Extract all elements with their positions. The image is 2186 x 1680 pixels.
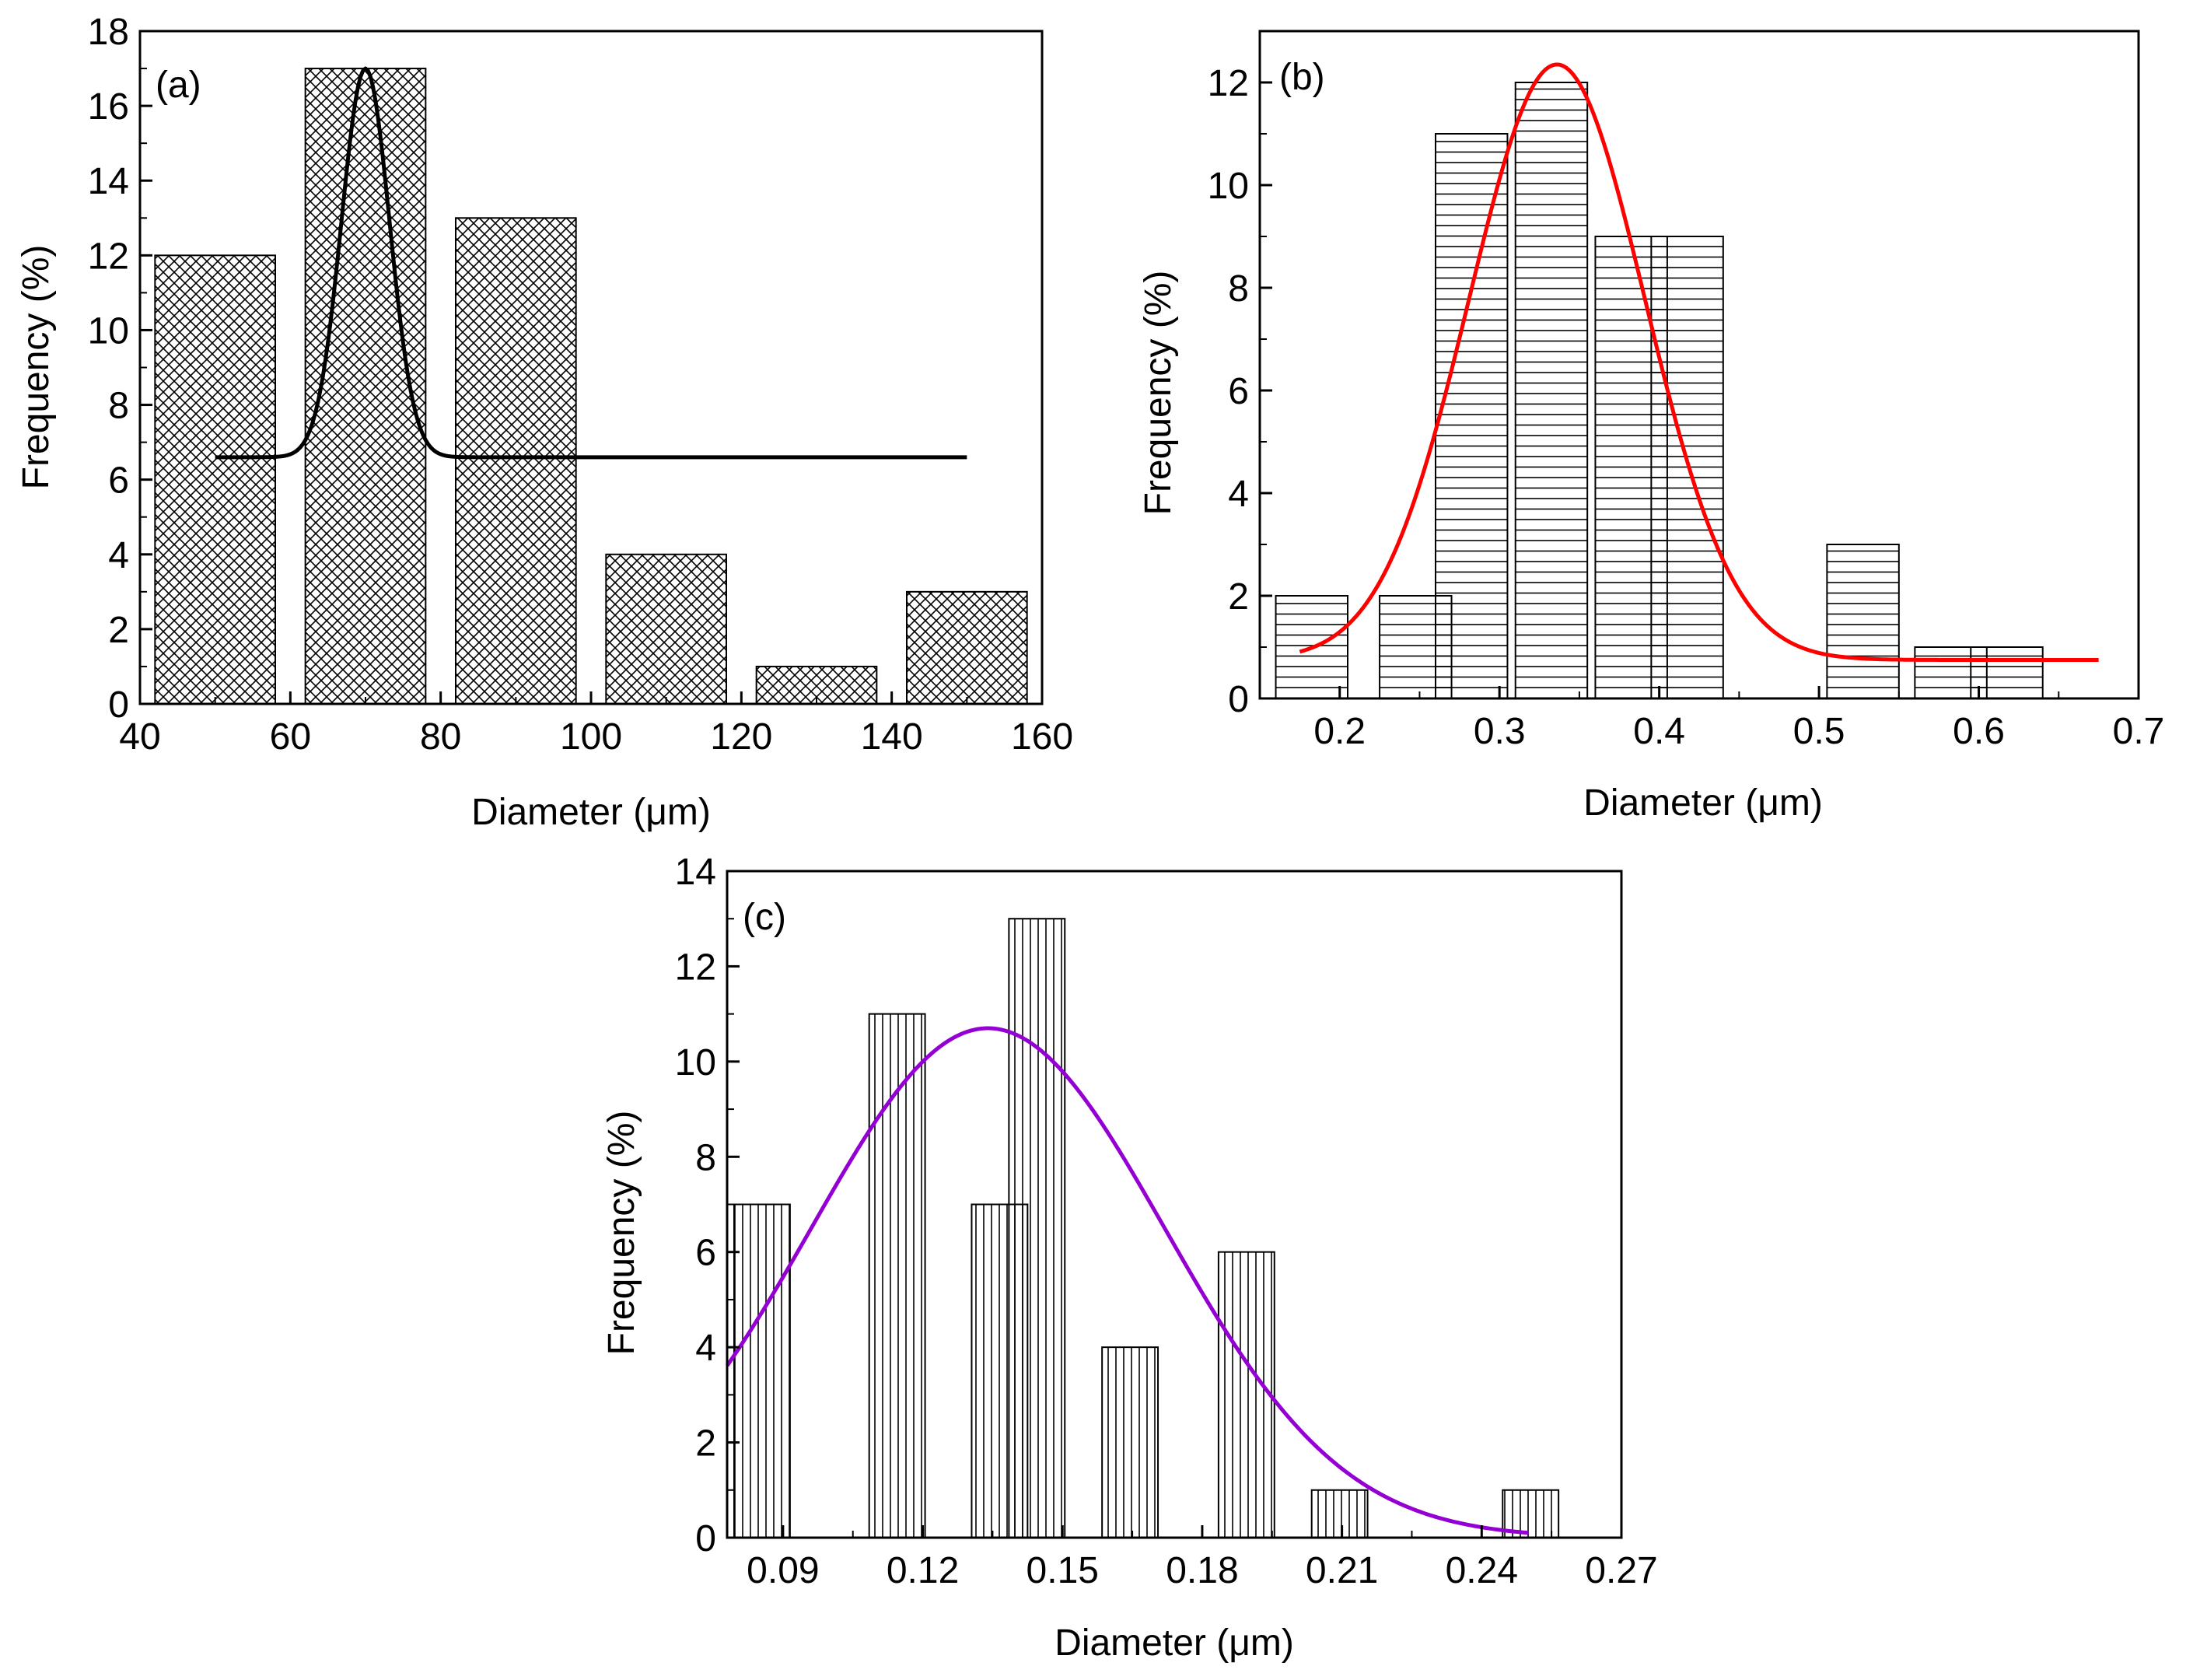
- panel-c-x-tick-label: 0.24: [1446, 1550, 1518, 1591]
- panel-a-x-tick-label: 60: [270, 716, 311, 758]
- panel-a-x-ticks: 40 60 80 100 120 140 160: [119, 691, 1073, 758]
- panel-b-plot-frame: [1258, 30, 2140, 700]
- panel-c-y-tick-label: 8: [695, 1137, 716, 1178]
- panel-b-y-tick-label: 8: [1228, 268, 1249, 310]
- panel-c-x-tick-label: 0.12: [887, 1550, 959, 1591]
- panel-b-x-tick-label: 0.7: [2113, 711, 2165, 752]
- panel-b-fit: [1299, 62, 2099, 662]
- panel-a-y-tick-label: 2: [108, 610, 129, 651]
- panel-c-label: (c): [743, 897, 786, 938]
- panel-c-y-tick-label: 2: [695, 1423, 716, 1465]
- panel-a-x-tick-label: 120: [710, 716, 772, 758]
- panel-b-x-ticks: 0.2 0.3 0.4 0.5 0.6 0.7: [1313, 686, 2164, 752]
- panel-b-x-tick-label: 0.5: [1793, 711, 1845, 752]
- panel-b-bar-7: [1826, 544, 1900, 699]
- panel-a-fit-curve: [215, 66, 967, 460]
- panel-a-y-ticks: 0 2 4 6 8 10 12 14 16 18: [88, 12, 152, 726]
- panel-b-x-tick-label: 0.2: [1313, 711, 1366, 752]
- panel-c-y-tick-label: 10: [675, 1042, 716, 1083]
- panel-b-bar-4: [1514, 82, 1589, 699]
- panel-b-fit-curve: [1299, 62, 2099, 662]
- panel-b-y-tick-label: 0: [1228, 679, 1249, 720]
- panel-b-bar-9: [1970, 646, 2044, 699]
- panel-a-y-tick-label: 0: [108, 684, 129, 726]
- panel-c-fit: [725, 1026, 1529, 1535]
- panel-a-y-tick-label: 4: [108, 535, 129, 576]
- panel-c-y-ticks: 0 2 4 6 8 10 12 14: [675, 852, 740, 1559]
- panel-a-bar-4: [605, 553, 727, 705]
- panel-c-y-tick-label: 6: [695, 1233, 716, 1274]
- panel-c-y-tick-label: 0: [695, 1518, 716, 1559]
- panel-b-y-axis-title: Frequency (%): [1138, 271, 1179, 516]
- panel-a-y-axis-title: Frequency (%): [16, 245, 57, 490]
- panel-a-x-tick-label: 140: [861, 716, 923, 758]
- panel-a-y-tick-label: 12: [88, 236, 129, 277]
- panel-c-x-tick-label: 0.21: [1306, 1550, 1378, 1591]
- panel-a-y-tick-label: 10: [88, 310, 129, 352]
- panel-a-y-tick-label: 16: [88, 86, 129, 128]
- panel-c-fit-curve: [725, 1026, 1529, 1535]
- panel-c-bar-1: [733, 1203, 791, 1538]
- panel-a-fit: [215, 66, 967, 460]
- panel-c-bar-4: [1008, 918, 1066, 1538]
- panel-b-x-tick-label: 0.3: [1474, 711, 1526, 752]
- panel-b-y-tick-label: 4: [1228, 474, 1249, 515]
- panel-a-bar-2: [304, 68, 427, 705]
- panel-a-bar-3: [455, 217, 577, 705]
- panel-a-y-tick-label: 14: [88, 161, 129, 202]
- panel-c-y-tick-label: 14: [675, 852, 716, 893]
- panel-c-x-ticks: 0.09 0.12 0.15 0.18 0.21 0.24 0.27: [747, 1525, 1658, 1591]
- panel-c-y-tick-label: 4: [695, 1328, 716, 1369]
- panel-a-x-tick-label: 40: [119, 716, 160, 758]
- panel-c-bar-6: [1217, 1251, 1275, 1538]
- panel-c-x-tick-label: 0.18: [1166, 1550, 1238, 1591]
- panel-c-bar-2: [868, 1013, 926, 1538]
- panel-a-label: (a): [156, 65, 201, 106]
- panel-c-y-axis-title: Frequency (%): [601, 1111, 642, 1356]
- panel-a-x-tick-label: 80: [420, 716, 461, 758]
- panel-b-x-tick-label: 0.6: [1953, 711, 2005, 752]
- panel-c-bar-5: [1101, 1346, 1159, 1538]
- panel-c-y-tick-label: 12: [675, 947, 716, 988]
- panel-b-y-ticks: 0 2 4 6 8 10 12: [1208, 63, 1272, 720]
- panel-a-bar-1: [154, 254, 276, 705]
- panel-b-x-axis-title: Diameter (μm): [1583, 782, 1823, 824]
- panel-c-plot-frame: [726, 870, 1623, 1539]
- panel-b-x-tick-label: 0.4: [1633, 711, 1685, 752]
- panel-a-x-tick-label: 160: [1011, 716, 1073, 758]
- panel-b-y-tick-label: 6: [1228, 371, 1249, 412]
- panel-a-y-tick-label: 6: [108, 460, 129, 502]
- panel-b-label: (b): [1279, 57, 1325, 98]
- panel-c-x-tick-label: 0.15: [1027, 1550, 1099, 1591]
- panel-c-x-tick-label: 0.09: [747, 1550, 819, 1591]
- panel-b-y-tick-label: 12: [1208, 63, 1249, 104]
- panel-b-y-tick-label: 2: [1228, 576, 1249, 618]
- panel-a: 40 60 80 100 120 140 160 0 2 4 6 8 10 12 14 16 18 (a) D…: [16, 12, 1073, 833]
- panel-a-y-tick-label: 8: [108, 386, 129, 427]
- panel-c-x-tick-label: 0.27: [1585, 1550, 1657, 1591]
- panel-c-bars: [733, 918, 1560, 1539]
- panel-b-bars: [1275, 82, 2044, 699]
- panel-b: 0.2 0.3 0.4 0.5 0.6 0.7 0 2 4 6 8 10 12 (b) Diamete…: [1138, 30, 2164, 824]
- panel-a-x-tick-label: 100: [560, 716, 622, 758]
- panel-c: 0.09 0.12 0.15 0.18 0.21 0.24 0.27 0 2 4 6 8 10 12 14…: [601, 852, 1658, 1664]
- panel-a-bar-6: [906, 590, 1028, 705]
- panel-a-y-tick-label: 18: [88, 12, 129, 53]
- panel-b-y-tick-label: 10: [1208, 166, 1249, 207]
- panel-b-bar-3: [1435, 133, 1509, 699]
- panel-c-bar-7: [1310, 1489, 1369, 1539]
- panel-c-x-axis-title: Diameter (μm): [1055, 1622, 1294, 1664]
- panel-a-bars: [154, 68, 1028, 705]
- panel-a-x-axis-title: Diameter (μm): [471, 792, 711, 833]
